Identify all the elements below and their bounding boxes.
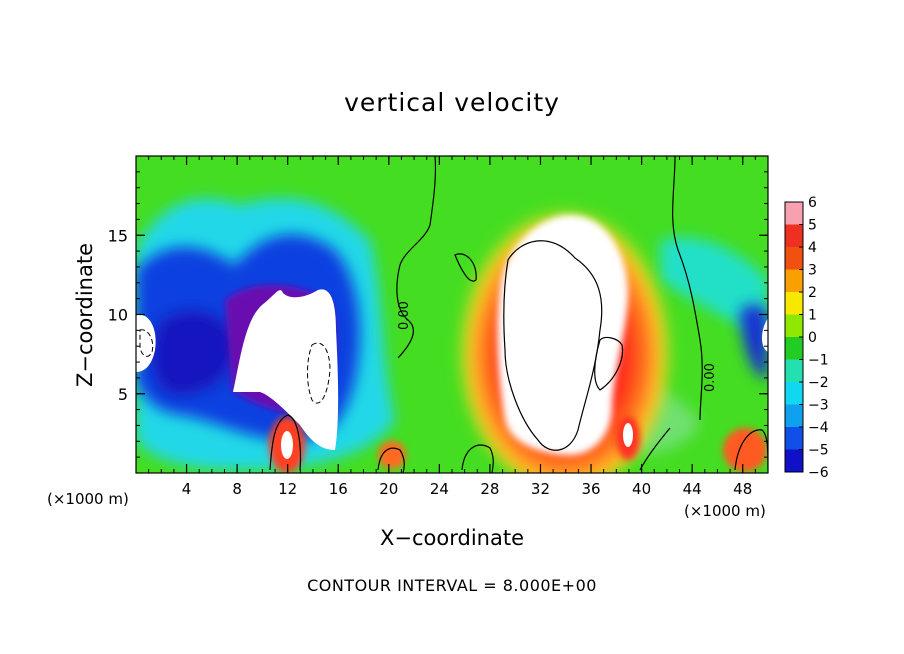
x-tick-label: 48 [733,480,752,498]
x-tick-label: 20 [379,480,398,498]
colorbar-tick-label: 4 [808,240,817,256]
colorbar-tick-label: 6 [808,195,817,211]
x-axis-label: X−coordinate [380,526,524,550]
x-tick-label: 8 [232,480,242,498]
colorbar-segment [785,269,803,292]
colorbar-segment [785,247,803,270]
colorbar-tick-label: 0 [808,330,817,346]
contour-zero-right [672,156,703,421]
colorbar: 6 5 4 3 2 1 0 −1 −2 −3 −4 −5 −6 [784,195,829,481]
colorbar-tick-label: 1 [808,308,817,324]
contour-updraft-core [503,240,603,451]
heatmap-field [136,156,768,473]
contour-zero-left [396,156,437,359]
contour-cell-26 [461,444,494,473]
x-tick-label: 4 [182,480,192,498]
contour-cell-20 [377,447,405,473]
chart-title: vertical velocity [344,88,560,117]
x-unit-label-right: (×1000 m) [684,502,766,520]
colorbar-segment [785,224,803,247]
y-tick-label: 15 [108,226,128,245]
contour-updraft-inner [594,336,624,391]
colorbar-tick-label: −1 [808,353,829,369]
colorbar-segment [785,359,803,382]
contour-cell-12 [269,414,302,471]
colorbar-tick-label: 5 [808,218,817,234]
contour-label-right: 0.00 [703,363,718,392]
y-axis: 5 10 15 [108,171,768,458]
contour-negative-b [139,329,154,357]
colorbar-segment [785,449,803,472]
x-tick-label: 32 [531,480,550,498]
contour-small-blob [454,253,477,282]
contour-interval-note: CONTOUR INTERVAL = 8.000E+00 [307,576,597,595]
field-saturated-downdraft [136,289,768,450]
contour-negative [139,329,331,404]
x-tick-label: 28 [480,480,499,498]
colorbar-tick-label: −6 [808,465,829,481]
colorbar-segment [785,314,803,337]
colorbar-segment [785,337,803,360]
x-tick-label: 12 [278,480,297,498]
colorbar-tick-label: −5 [808,443,829,459]
x-tick-label: 16 [329,480,348,498]
x-axis: 4 8 12 16 20 24 28 32 36 40 44 48 [148,156,756,498]
contour-label-left: 0.00 [397,301,412,330]
x-tick-label: 40 [632,480,651,498]
contour-negative-a [307,342,331,404]
y-tick-label: 10 [108,306,128,325]
x-tick-label: 44 [683,480,702,498]
colorbar-segment [785,292,803,315]
contour-lines [269,156,768,473]
x-unit-label-left: (×1000 m) [47,490,129,508]
x-tick-label: 36 [581,480,600,498]
y-tick-label: 5 [118,385,128,404]
colorbar-tick-label: −2 [808,375,829,391]
colorbar-tick-label: 3 [808,263,817,279]
colorbar-tick-label: −4 [808,420,829,436]
colorbar-tick-label: 2 [808,285,817,301]
colorbar-segment [785,202,803,225]
colorbar-segment [785,382,803,405]
field-updraft [269,190,767,473]
x-tick-label: 24 [430,480,449,498]
colorbar-segment [785,427,803,450]
colorbar-segment [785,404,803,427]
colorbar-tick-label: −3 [808,398,829,414]
